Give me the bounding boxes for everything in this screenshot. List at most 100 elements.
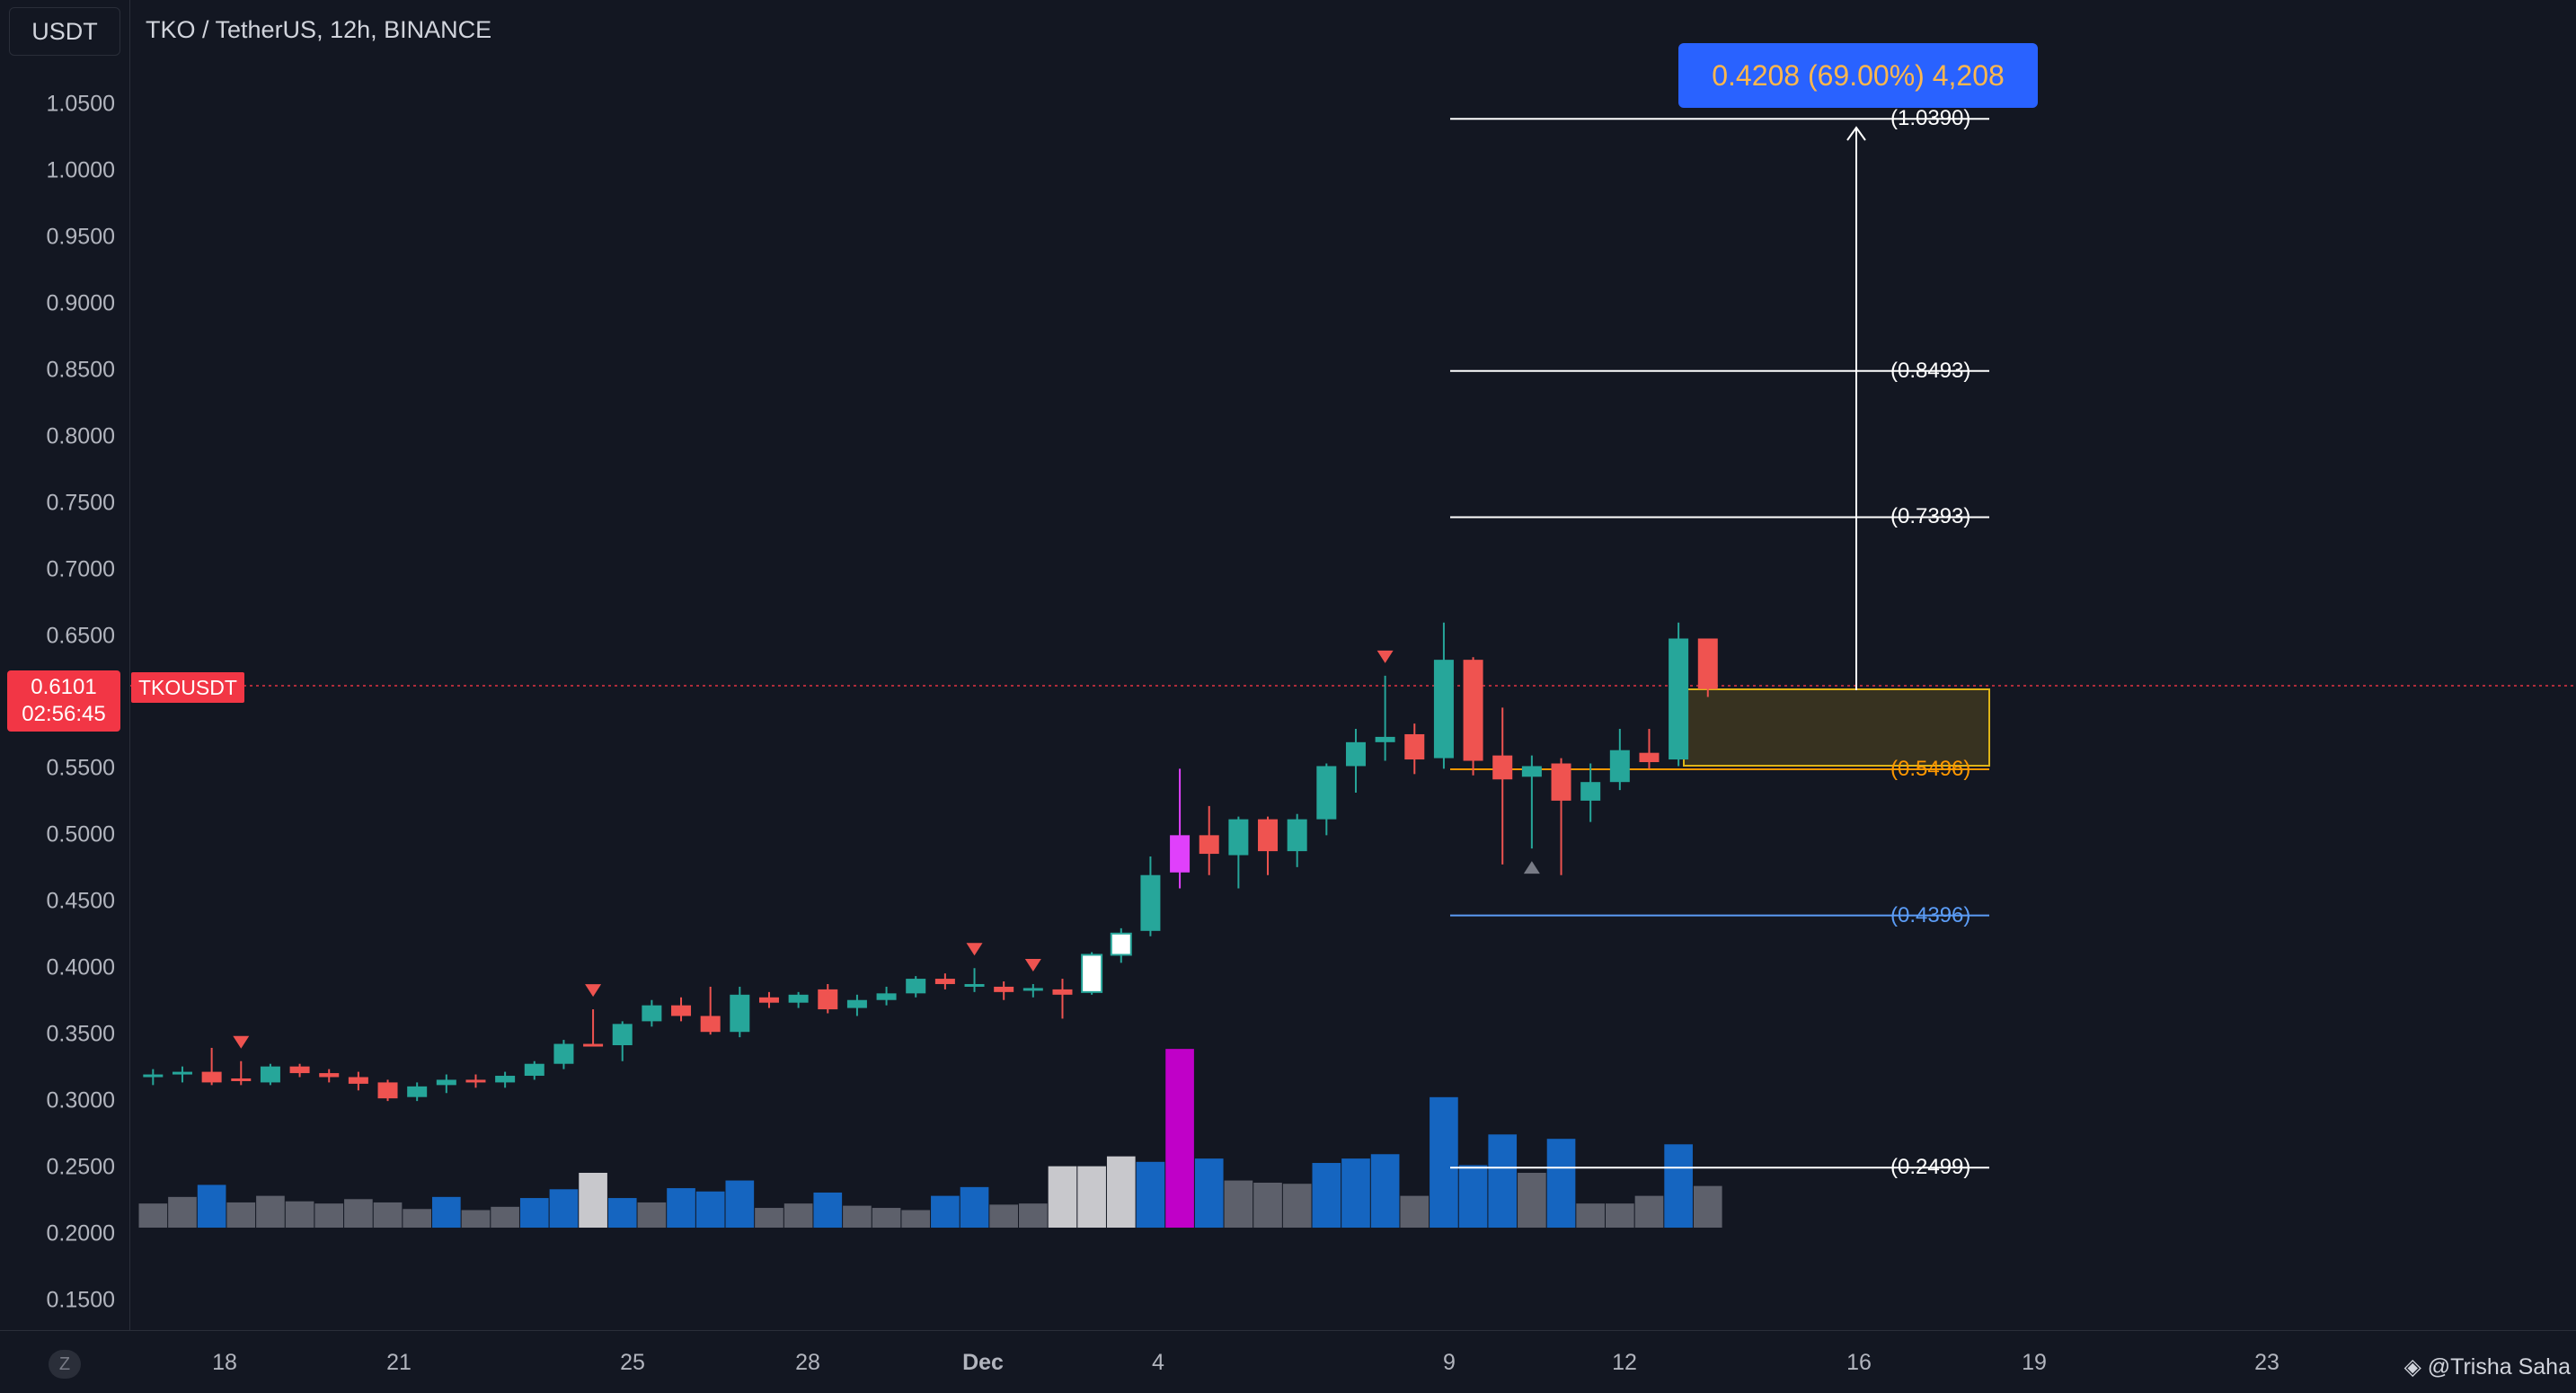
candle-body bbox=[1228, 819, 1249, 856]
sell-signal-marker bbox=[585, 984, 602, 998]
volume-bar bbox=[285, 1201, 314, 1228]
price-tick-label: 0.6500 bbox=[46, 623, 115, 649]
candle-body bbox=[436, 1079, 456, 1086]
volume-bar bbox=[1606, 1203, 1634, 1228]
volume-bar bbox=[519, 1198, 549, 1228]
candle-body bbox=[231, 1078, 252, 1081]
volume-bar bbox=[637, 1202, 667, 1228]
candle-body bbox=[1463, 660, 1483, 761]
candle-body bbox=[1492, 755, 1513, 780]
volume-bar bbox=[1341, 1158, 1370, 1228]
volume-bar bbox=[1430, 1096, 1458, 1228]
volume-bar bbox=[1576, 1203, 1605, 1228]
volume-bar bbox=[197, 1184, 226, 1228]
symbol-tag: TKOUSDT bbox=[131, 672, 244, 703]
price-tick-label: 0.2000 bbox=[46, 1220, 115, 1247]
date-tick-label: 19 bbox=[2022, 1350, 2047, 1375]
volume-bar bbox=[1194, 1158, 1224, 1228]
volume-bar bbox=[989, 1204, 1018, 1228]
price-tick-label: 0.7500 bbox=[46, 490, 115, 516]
candle-body bbox=[1140, 874, 1161, 931]
candle-body bbox=[1287, 819, 1307, 852]
candle-body bbox=[964, 983, 985, 987]
volume-bar bbox=[1518, 1173, 1546, 1228]
time-axis[interactable] bbox=[0, 1330, 2576, 1393]
volume-bar bbox=[607, 1198, 637, 1228]
price-tick-label: 0.2500 bbox=[46, 1154, 115, 1180]
author-watermark: ◈ @Trisha Saha bbox=[2404, 1353, 2571, 1380]
candle-body bbox=[1433, 660, 1454, 759]
candle-body bbox=[671, 1005, 692, 1016]
volume-bar bbox=[1165, 1049, 1194, 1228]
candle-body bbox=[1110, 932, 1132, 956]
price-tick-label: 0.9000 bbox=[46, 290, 115, 316]
volume-bar bbox=[843, 1205, 872, 1228]
candle-body bbox=[906, 979, 926, 994]
volume-bar bbox=[1458, 1165, 1488, 1228]
price-tick-label: 0.4500 bbox=[46, 888, 115, 914]
fib-level-label: (0.4396) bbox=[1890, 902, 1971, 927]
diamond-icon: ◈ bbox=[2403, 1354, 2421, 1380]
volume-bar bbox=[491, 1206, 519, 1228]
volume-bars bbox=[138, 1049, 1722, 1228]
price-tick-label: 0.5500 bbox=[46, 755, 115, 781]
volume-bar bbox=[1693, 1185, 1722, 1228]
price-tick-label: 0.9500 bbox=[46, 224, 115, 250]
price-tick-label: 1.0000 bbox=[46, 157, 115, 183]
volume-bar bbox=[138, 1203, 168, 1228]
volume-bar bbox=[1312, 1163, 1341, 1228]
volume-bar bbox=[1400, 1195, 1430, 1228]
candle-body bbox=[348, 1077, 368, 1084]
volume-bar bbox=[1019, 1203, 1048, 1228]
volume-bar bbox=[725, 1180, 755, 1228]
currency-selector[interactable]: USDT bbox=[9, 7, 120, 56]
candle-body bbox=[1639, 752, 1660, 763]
candle-body bbox=[1521, 766, 1542, 777]
price-tick-label: 0.8000 bbox=[46, 423, 115, 449]
measure-label[interactable]: 0.4208 (69.00%) 4,208 bbox=[1678, 43, 2038, 108]
candle-body bbox=[583, 1043, 604, 1047]
bar-countdown: 02:56:45 bbox=[22, 702, 106, 726]
zoom-reset-button[interactable]: Z bbox=[49, 1350, 81, 1379]
candle-body bbox=[407, 1086, 428, 1097]
volume-bar bbox=[373, 1202, 403, 1228]
fib-level-label: (0.2499) bbox=[1890, 1155, 1971, 1180]
candle-body bbox=[612, 1024, 633, 1046]
candle-body bbox=[934, 979, 955, 984]
volume-bar bbox=[1282, 1184, 1312, 1228]
volume-bar bbox=[256, 1195, 285, 1228]
candle-body bbox=[846, 999, 867, 1008]
candle-body bbox=[524, 1063, 544, 1077]
date-tick-label: 28 bbox=[795, 1350, 820, 1375]
volume-bar bbox=[1634, 1195, 1664, 1228]
chart-title: TKO / TetherUS, 12h, BINANCE bbox=[146, 16, 492, 43]
price-tick-label: 0.4000 bbox=[46, 954, 115, 980]
candle-body bbox=[1022, 988, 1043, 991]
candle-body bbox=[495, 1076, 516, 1083]
price-tick-label: 0.5000 bbox=[46, 821, 115, 847]
volume-bar bbox=[1546, 1139, 1576, 1228]
volume-bar bbox=[226, 1202, 256, 1228]
candle-body bbox=[143, 1074, 164, 1078]
measure-arrow-head bbox=[1846, 126, 1866, 141]
volume-bar bbox=[901, 1210, 931, 1228]
volume-bar bbox=[813, 1192, 843, 1228]
price-tick-label: 0.8500 bbox=[46, 357, 115, 383]
date-tick-label: 23 bbox=[2254, 1350, 2279, 1375]
date-tick-label: 16 bbox=[1846, 1350, 1872, 1375]
candle-body bbox=[642, 1005, 662, 1022]
price-axis[interactable]: USDT 1.0500 1.0000 0.9500 0.9000 0.8500 0.800… bbox=[0, 0, 130, 1330]
price-tick-label: 1.0500 bbox=[46, 91, 115, 117]
candle-body bbox=[994, 986, 1014, 992]
date-tick-label: 9 bbox=[1443, 1350, 1456, 1375]
fib-levels bbox=[1450, 118, 1989, 1169]
price-tick-label: 0.1500 bbox=[46, 1287, 115, 1313]
candle-body bbox=[1375, 736, 1395, 742]
volume-bar bbox=[1370, 1154, 1400, 1228]
fib-level-label: (0.7393) bbox=[1890, 504, 1971, 529]
volume-bar bbox=[461, 1210, 491, 1228]
price-chart[interactable] bbox=[130, 0, 2576, 1330]
candle-body bbox=[377, 1082, 398, 1099]
sell-signal-marker bbox=[233, 1035, 250, 1049]
candle-body bbox=[319, 1073, 340, 1078]
